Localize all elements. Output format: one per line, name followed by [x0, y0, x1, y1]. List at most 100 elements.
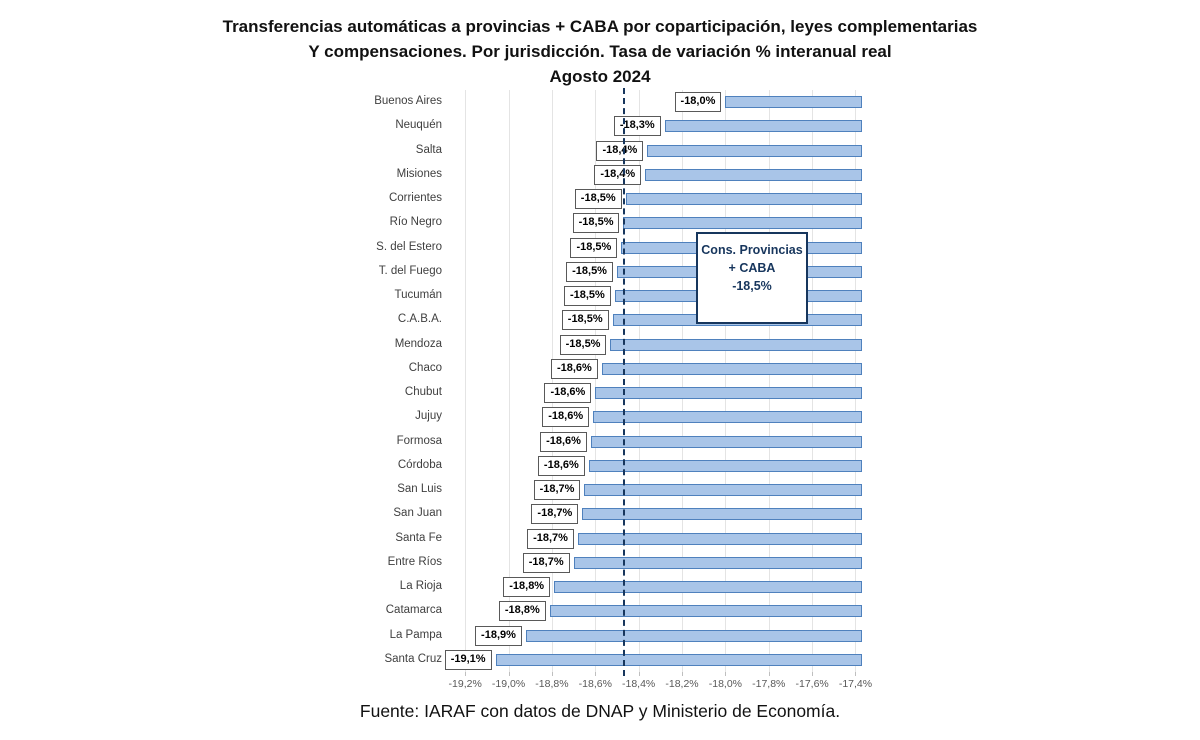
annotation-line3: -18,5%	[732, 279, 772, 293]
chart-row: -18,6%	[450, 430, 862, 454]
category-label: Tucumán	[394, 289, 442, 302]
category-label: T. del Fuego	[378, 264, 442, 277]
value-label: -18,4%	[596, 140, 644, 161]
bar	[584, 484, 862, 497]
bar	[623, 217, 862, 230]
value-label: -18,6%	[537, 455, 585, 476]
bar	[645, 168, 862, 181]
axis-tick-mark	[725, 672, 727, 676]
gridline	[682, 90, 684, 672]
category-label: Jujuy	[415, 410, 442, 423]
chart-row: -19,1%	[444, 648, 862, 672]
chart-title-line2: Y compensaciones. Por jurisdicción. Tasa…	[308, 42, 892, 61]
chart-row: -18,6%	[450, 454, 862, 478]
bar	[588, 459, 862, 472]
annotation-line2: + CABA	[728, 261, 776, 275]
annotation-line1: Cons. Provincias	[701, 243, 803, 257]
chart-row: -18,3%	[450, 114, 862, 138]
category-label: La Pampa	[389, 628, 442, 641]
category-label: C.A.B.A.	[397, 313, 442, 326]
reference-line	[623, 88, 626, 676]
chart-title-line1: Transferencias automáticas a provincias …	[222, 17, 978, 36]
bar	[577, 532, 862, 545]
chart-row: -18,5%	[450, 211, 862, 235]
axis-tick-label: -17,4%	[838, 678, 873, 690]
chart-row: -18,9%	[450, 624, 862, 648]
value-label: -18,7%	[527, 528, 574, 549]
chart-row: -18,7%	[450, 502, 862, 526]
axis-tick-label: -17,8%	[752, 678, 786, 690]
axis-tick-mark	[551, 672, 553, 676]
chart-row: -18,0%	[450, 90, 862, 114]
bar	[593, 411, 862, 424]
value-label: -18,4%	[594, 164, 642, 185]
axis-tick-mark	[638, 672, 640, 676]
axis-tick-label: -19,2%	[448, 678, 482, 690]
category-label: Santa Cruz	[384, 652, 442, 665]
axis-tick-mark	[768, 672, 770, 676]
gridline	[508, 90, 510, 672]
value-label: -18,5%	[561, 310, 609, 331]
axis-tick-mark	[855, 672, 857, 676]
bar	[595, 387, 862, 400]
bar	[554, 581, 862, 594]
chart-row: -18,8%	[450, 575, 862, 599]
category-label: Entre Ríos	[387, 555, 442, 568]
value-label: -18,3%	[613, 116, 661, 137]
bar	[590, 435, 862, 448]
category-label: Chaco	[408, 361, 442, 374]
axis-tick-mark	[595, 672, 597, 676]
category-label: Córdoba	[397, 458, 442, 471]
value-label: -18,5%	[572, 213, 620, 234]
value-label: -18,5%	[574, 189, 622, 210]
value-label: -18,5%	[566, 261, 613, 282]
bar	[625, 193, 862, 206]
bar	[573, 556, 862, 569]
category-label: S. del Estero	[376, 240, 442, 253]
annotation-box: Cons. Provincias + CABA -18,5%	[696, 232, 808, 324]
category-axis: Buenos Aires Neuquén Salta Misiones Corrient…	[220, 90, 442, 672]
axis-tick-mark	[812, 672, 814, 676]
chart-row: -18,6%	[450, 405, 862, 429]
gridline	[812, 90, 814, 672]
chart-row: -18,7%	[450, 527, 862, 551]
category-label: San Luis	[397, 483, 442, 496]
category-label: Chubut	[404, 386, 442, 399]
source-note: Fuente: IARAF con datos de DNAP y Minist…	[359, 701, 841, 721]
chart-row: -18,4%	[450, 139, 862, 163]
category-label: Mendoza	[394, 337, 442, 350]
value-label: -18,7%	[533, 480, 581, 501]
bar	[664, 120, 862, 133]
value-label: -18,5%	[559, 334, 607, 355]
chart-row: -18,5%	[450, 333, 862, 357]
gridline	[768, 90, 770, 672]
axis-tick-label: -17,6%	[795, 678, 829, 690]
value-label: -18,6%	[542, 407, 590, 428]
category-label: Buenos Aires	[374, 95, 442, 108]
value-label: -18,6%	[540, 431, 587, 452]
axis-tick-label: -18,0%	[708, 678, 743, 690]
axis-tick-mark	[508, 672, 510, 676]
gridline	[855, 90, 857, 672]
category-label: Formosa	[396, 434, 442, 447]
axis-tick-label: -18,8%	[535, 678, 569, 690]
axis-tick-label: -18,4%	[622, 678, 656, 690]
chart-row: -18,5%	[450, 187, 862, 211]
value-label: -18,5%	[570, 237, 618, 258]
gridline	[638, 90, 640, 672]
chart-row: -18,6%	[450, 381, 862, 405]
value-axis: -19,2% -19,0% -18,8% -18,6% -18,4% -18,2% -18,…	[449, 678, 873, 694]
category-label: Santa Fe	[395, 531, 442, 544]
axis-tick-mark	[682, 672, 684, 676]
value-label: -18,9%	[475, 625, 522, 646]
category-label: La Rioja	[399, 580, 442, 593]
axis-tick-mark	[465, 672, 467, 676]
value-label: -19,1%	[444, 649, 492, 670]
chart-title-line3: Agosto 2024	[549, 67, 651, 86]
category-label: Río Negro	[389, 216, 442, 229]
chart-row: -18,7%	[450, 478, 862, 502]
chart-title: Transferencias automáticas a provincias …	[0, 14, 1200, 89]
category-label: San Juan	[393, 507, 442, 520]
category-label: Corrientes	[388, 192, 442, 205]
